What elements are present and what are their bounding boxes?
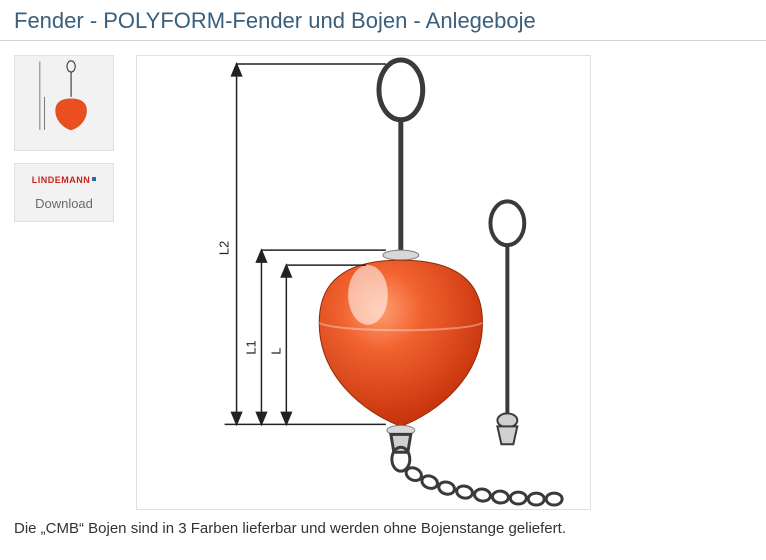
brand-dot-icon — [92, 177, 96, 181]
content-row: LINDEMANN Download — [0, 41, 766, 516]
download-label: Download — [19, 196, 109, 211]
product-thumbnail[interactable] — [14, 55, 114, 151]
product-diagram-icon: L2 L1 L — [137, 56, 590, 509]
dim-label-L: L — [268, 347, 283, 354]
page-title: Fender - POLYFORM-Fender und Bojen - Anl… — [0, 0, 766, 41]
dim-label-L2: L2 — [217, 241, 232, 255]
thumbnail-diagram-icon — [19, 60, 109, 146]
product-description: Die „CMB“ Bojen sind in 3 Farben lieferb… — [0, 516, 766, 537]
dim-label-L1: L1 — [243, 340, 258, 354]
brand-logo: LINDEMANN — [19, 170, 109, 188]
download-box[interactable]: LINDEMANN Download — [14, 163, 114, 222]
sidebar: LINDEMANN Download — [14, 55, 122, 510]
product-main-image[interactable]: L2 L1 L — [136, 55, 591, 510]
brand-text: LINDEMANN — [32, 175, 91, 185]
